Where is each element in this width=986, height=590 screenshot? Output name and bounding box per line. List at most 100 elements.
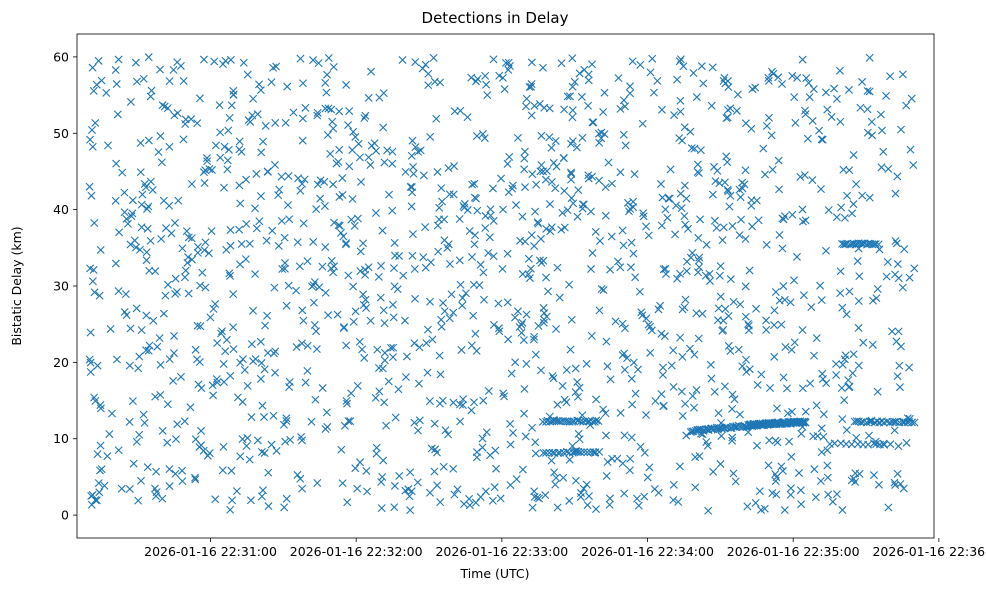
detection-point — [531, 207, 540, 216]
detection-point — [686, 253, 695, 262]
detection-point — [659, 265, 668, 274]
detection-point — [616, 408, 625, 417]
detection-point — [374, 272, 383, 281]
detection-point — [742, 355, 751, 364]
detection-point — [778, 244, 787, 253]
detection-point — [170, 331, 179, 340]
detection-point — [111, 196, 120, 205]
detection-point — [518, 212, 527, 221]
detection-point — [605, 500, 614, 509]
detection-point — [667, 361, 676, 370]
detection-point — [844, 85, 853, 94]
detection-point — [894, 327, 903, 336]
detection-point — [812, 401, 821, 410]
detection-point — [614, 257, 623, 266]
detection-point — [388, 159, 397, 168]
detection-point — [361, 295, 370, 304]
detection-point — [444, 430, 453, 439]
detection-point — [467, 341, 476, 350]
detection-point — [134, 364, 143, 373]
detection-point — [817, 135, 826, 144]
detection-point — [605, 494, 614, 503]
detection-point — [630, 170, 639, 179]
detection-point — [165, 482, 174, 491]
detection-point — [607, 232, 616, 241]
detection-point — [688, 391, 697, 400]
detection-point — [406, 506, 415, 515]
detection-point — [627, 433, 636, 442]
track-point — [723, 423, 732, 432]
detection-point — [868, 340, 877, 349]
detection-point — [676, 333, 685, 342]
detection-point — [571, 388, 580, 397]
detection-point — [87, 491, 96, 500]
y-tick-label: 30 — [53, 279, 69, 294]
detection-point — [525, 83, 534, 92]
detection-point — [893, 172, 902, 181]
detection-point — [456, 400, 465, 409]
detection-point — [450, 162, 459, 171]
detection-point — [286, 435, 295, 444]
detection-point — [485, 233, 494, 242]
detection-point — [601, 183, 610, 192]
detection-point — [422, 339, 431, 348]
detection-point — [429, 53, 438, 62]
detection-point — [527, 58, 536, 67]
detection-point — [597, 134, 606, 143]
detection-point — [840, 213, 849, 222]
detection-point — [747, 124, 756, 133]
detection-point — [301, 103, 310, 112]
detection-point — [118, 168, 127, 177]
detection-point — [170, 111, 179, 120]
detection-point — [501, 58, 510, 67]
y-tick-label: 40 — [53, 202, 69, 217]
detection-point — [785, 437, 794, 446]
detection-point — [513, 133, 522, 142]
detection-point — [424, 69, 433, 78]
detection-point — [520, 154, 529, 163]
detection-point — [659, 363, 668, 372]
track-point — [592, 416, 601, 425]
detection-point — [832, 359, 841, 368]
detection-point — [349, 127, 358, 136]
detection-point — [449, 398, 458, 407]
detection-point — [298, 306, 307, 315]
detection-point — [138, 190, 147, 199]
detection-point — [329, 62, 338, 71]
detection-point — [351, 307, 360, 316]
detection-point — [517, 328, 526, 337]
detection-point — [267, 78, 276, 87]
detection-point — [529, 335, 538, 344]
detection-point — [309, 298, 318, 307]
detection-point — [180, 273, 189, 282]
detection-point — [143, 224, 152, 233]
detection-point — [366, 316, 375, 325]
detection-point — [545, 133, 554, 142]
detection-point — [235, 225, 244, 234]
detection-point — [688, 249, 697, 258]
detection-point — [225, 113, 234, 122]
detection-point — [247, 413, 256, 422]
detection-point — [377, 261, 386, 270]
detection-point — [255, 217, 264, 226]
detection-point — [553, 503, 562, 512]
detection-point — [264, 468, 273, 477]
detection-point — [528, 423, 537, 432]
detection-point — [476, 493, 485, 502]
detection-point — [710, 216, 719, 225]
detection-point — [782, 384, 791, 393]
detection-point — [599, 107, 608, 116]
detection-point — [411, 143, 420, 152]
detection-point — [620, 365, 629, 374]
detection-point — [582, 359, 591, 368]
detection-point — [597, 285, 606, 294]
detection-point — [280, 233, 289, 242]
detection-point — [142, 311, 151, 320]
detection-point — [137, 200, 146, 209]
detection-point — [277, 172, 286, 181]
detection-point — [795, 468, 804, 477]
track-point — [888, 417, 897, 426]
detection-point — [524, 270, 533, 279]
detection-point — [263, 348, 272, 357]
detection-point — [337, 445, 346, 454]
